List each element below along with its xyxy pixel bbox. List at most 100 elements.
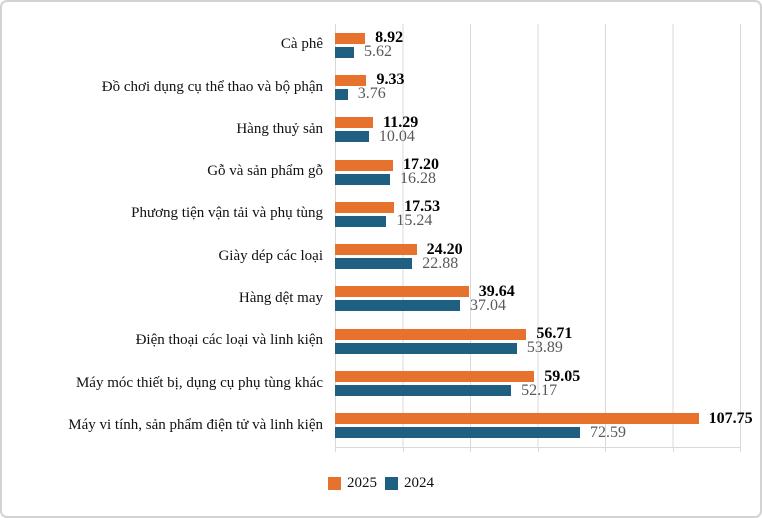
value-label-2025: 17.20 (403, 156, 440, 174)
bar-2024 (335, 173, 390, 185)
value-label-2024: 72.59 (589, 423, 626, 441)
value-label-2024: 22.88 (422, 254, 459, 272)
bar-line-2024: 10.04 (335, 127, 760, 145)
bar-line-2024: 16.28 (335, 170, 760, 188)
bar-2024 (335, 215, 387, 227)
value-label-2024: 15.24 (396, 212, 433, 230)
bar-line-2025: 17.20 (335, 156, 760, 174)
bar-line-2025: 39.64 (335, 282, 760, 300)
bar-line-2024: 5.62 (335, 43, 760, 61)
value-label-2024: 10.04 (378, 127, 415, 145)
category-label: Gỗ và sản phẩm gỗ (207, 163, 323, 180)
value-label-2024: 52.17 (521, 381, 558, 399)
bar-group: 17.20 16.28 (335, 156, 760, 188)
axis-tick (605, 448, 606, 452)
category-label: Phương tiện vận tải và phụ tùng (131, 205, 323, 222)
legend-swatch-icon (328, 477, 341, 490)
category-label: Cà phê (280, 36, 323, 53)
bar-2025 (335, 413, 699, 425)
legend: 2025 2024 (2, 475, 760, 492)
axis-tick (335, 448, 336, 452)
bar-line-2025: 11.29 (335, 113, 760, 131)
bar-2024 (335, 88, 348, 100)
bar-line-2024: 3.76 (335, 85, 760, 103)
bar-2025 (335, 371, 535, 383)
bar-2025 (335, 159, 394, 171)
value-label-2024: 53.89 (526, 339, 563, 357)
category-row: Hàng dệt may 39.64 37.04 (2, 278, 760, 320)
value-label-2025: 59.05 (544, 367, 581, 385)
category-label: Hàng dệt may (238, 290, 323, 307)
bar-line-2025: 8.92 (335, 29, 760, 47)
category-row: Cà phê 8.92 5.62 (2, 24, 760, 66)
bar-group: 8.92 5.62 (335, 29, 760, 61)
bar-group: 39.64 37.04 (335, 282, 760, 314)
bar-2024 (335, 342, 517, 354)
category-row: Hàng thuỷ sản 11.29 10.04 (2, 109, 760, 151)
bar-line-2025: 9.33 (335, 71, 760, 89)
category-label: Hàng thuỷ sản (236, 120, 323, 137)
legend-item-2025: 2025 (328, 475, 377, 492)
value-label-2025: 24.20 (426, 240, 463, 258)
category-label: Đồ chơi dụng cụ thể thao và bộ phận (101, 78, 323, 95)
bar-line-2024: 37.04 (335, 296, 760, 314)
bar-2025 (335, 74, 367, 86)
bar-2024 (335, 131, 369, 143)
bar-2024 (335, 385, 512, 397)
value-label-2025: 11.29 (383, 113, 419, 131)
value-label-2024: 16.28 (399, 170, 436, 188)
bar-line-2025: 107.75 (335, 410, 760, 426)
legend-label: 2024 (404, 475, 434, 491)
bar-line-2024: 22.88 (335, 254, 760, 272)
legend-item-2024: 2024 (385, 475, 434, 492)
bar-2025 (335, 201, 395, 213)
bar-group: 56.71 53.89 (335, 325, 760, 357)
category-label: Máy vi tính, sản phẩm điện tử và linh ki… (68, 416, 323, 433)
bar-rows: Cà phê 8.92 5.62 Đồ chơi dụng cụ thể thao v… (2, 24, 760, 447)
value-label-2025: 56.71 (536, 325, 573, 343)
bar-line-2024: 52.17 (335, 381, 760, 399)
bar-2025 (335, 286, 469, 298)
bar-2024 (335, 427, 580, 439)
axis-tick (672, 448, 674, 452)
category-label: Điện thoại các loại và linh kiện (135, 332, 323, 349)
bar-2024 (335, 300, 460, 312)
axis-tick (537, 448, 539, 452)
value-label-2025: 39.64 (478, 282, 515, 300)
value-label-2025: 9.33 (376, 71, 405, 89)
axis-tick (402, 448, 404, 452)
bar-line-2025: 17.53 (335, 198, 760, 216)
legend-label: 2025 (347, 475, 377, 491)
axis-tick (470, 448, 471, 452)
value-label-2024: 37.04 (470, 296, 506, 314)
bar-2025 (335, 244, 417, 256)
bar-group: 17.53 15.24 (335, 198, 760, 230)
bar-group: 9.33 3.76 (335, 71, 760, 103)
category-label: Giày dép các loại (218, 247, 323, 264)
category-row: Điện thoại các loại và linh kiện 56.71 53.… (2, 320, 760, 362)
value-label-2025: 8.92 (375, 29, 404, 47)
bar-group: 11.29 10.04 (335, 113, 760, 145)
bar-line-2024: 72.59 (335, 423, 760, 441)
category-row: Máy móc thiết bị, dụng cụ phụ tùng khác 5… (2, 362, 760, 404)
legend-swatch-icon (385, 477, 398, 490)
bar-2025 (335, 117, 374, 129)
value-label-2024: 5.62 (363, 43, 392, 61)
bar-line-2025: 56.71 (335, 325, 760, 343)
value-label-2024: 3.76 (357, 85, 386, 103)
bar-line-2025: 24.20 (335, 240, 760, 258)
bar-line-2025: 59.05 (335, 367, 760, 385)
category-row: Gỗ và sản phẩm gỗ 17.20 16.28 (2, 151, 760, 193)
category-label: Máy móc thiết bị, dụng cụ phụ tùng khác (75, 374, 323, 391)
bar-line-2024: 15.24 (335, 212, 760, 230)
category-row: Máy vi tính, sản phẩm điện tử và linh ki… (2, 405, 760, 447)
bar-2025 (335, 32, 366, 44)
category-row: Đồ chơi dụng cụ thể thao và bộ phận 9.33 3… (2, 66, 760, 108)
value-label-2025: 17.53 (404, 198, 441, 216)
bar-group: 59.05 52.17 (335, 367, 760, 399)
bar-2024 (335, 46, 354, 58)
bar-line-2024: 53.89 (335, 339, 760, 357)
category-row: Phương tiện vận tải và phụ tùng 17.53 15.2… (2, 193, 760, 235)
bar-group: 24.20 22.88 (335, 240, 760, 272)
